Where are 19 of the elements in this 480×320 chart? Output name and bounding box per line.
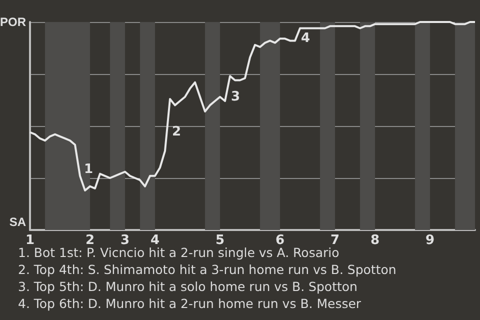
x-tick-label: 5 — [215, 233, 225, 248]
annotation: 4 — [301, 31, 310, 46]
x-tick-label: 2 — [85, 233, 95, 248]
x-tick-label: 1 — [25, 233, 35, 248]
x-tick-label: 4 — [150, 233, 160, 248]
text: 2. Top 4th: S. Shimamoto hit a 3-run home run vs B. Spotton — [18, 262, 396, 277]
text: 1. Bot 1st: P. Vicncio hit a 2-run single vs A. Rosario — [18, 245, 340, 260]
x-tick-label: 7 — [330, 233, 340, 248]
x-tick-label: 6 — [275, 233, 285, 248]
annotation: 1 — [84, 162, 94, 178]
x-tick-label: 8 — [370, 233, 380, 248]
text: 3. Top 5th: D. Munro hit a solo home run vs B. Spotton — [18, 279, 358, 294]
annotation: 2 — [172, 124, 182, 140]
annotation: 3 — [231, 89, 240, 104]
text: SA — [9, 215, 26, 229]
x-tick-label: 3 — [120, 233, 130, 248]
x-tick-label: 9 — [425, 233, 435, 248]
text: POR — [0, 15, 26, 29]
text: 4. Top 6th: D. Munro hit a 2-run home run vs B. Messer — [18, 296, 362, 311]
